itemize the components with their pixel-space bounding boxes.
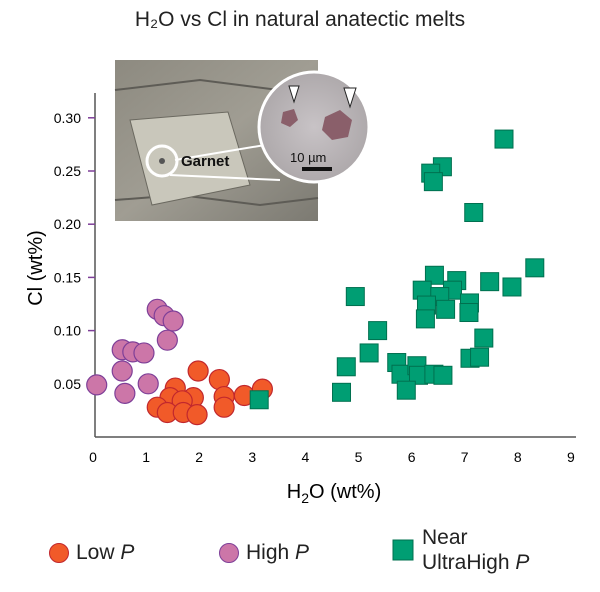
data-point	[137, 373, 159, 395]
scale-bar-label: 10 µm	[290, 150, 326, 165]
legend-label-italic: P	[295, 541, 310, 564]
data-point	[111, 360, 133, 382]
data-point	[336, 357, 356, 377]
data-point	[436, 299, 456, 319]
data-point	[391, 364, 411, 384]
y-tick-label: 0.05	[54, 376, 81, 392]
x-tick-label: 2	[195, 449, 203, 465]
data-point	[86, 374, 108, 396]
legend-label-italic: P	[120, 541, 135, 564]
data-point	[415, 309, 435, 329]
data-point	[480, 272, 500, 292]
y-tick-label: 0.15	[54, 269, 81, 285]
x-tick-label: 7	[461, 449, 469, 465]
y-axis-label: Cl (wt%)	[25, 230, 47, 306]
legend-label-italic: P	[515, 551, 530, 574]
data-point	[525, 258, 545, 278]
legend-label-line1: Near	[422, 526, 468, 549]
data-point	[423, 172, 443, 192]
x-tick-label: 3	[248, 449, 256, 465]
x-tick-label: 0	[89, 449, 97, 465]
x-tick-label: 6	[408, 449, 416, 465]
x-tick-label: 1	[142, 449, 150, 465]
data-point	[502, 277, 522, 297]
legend-low-p: Low P	[48, 541, 134, 565]
garnet-label: Garnet	[181, 153, 229, 170]
x-tick-label: 4	[302, 449, 310, 465]
data-point	[345, 287, 365, 307]
data-point	[424, 265, 444, 285]
data-point	[213, 396, 235, 418]
data-point	[494, 129, 514, 149]
chart-title: H₂O vs Cl in natural anatectic melts	[134, 8, 466, 31]
data-point	[396, 380, 416, 400]
garnet-micrograph-inset: Garnet 10 µm	[114, 60, 371, 221]
data-point	[186, 404, 208, 426]
legend-marker-circle-purple	[219, 543, 239, 563]
legend-label: Low	[76, 541, 121, 564]
data-point	[332, 382, 352, 402]
legend-label: High	[246, 541, 296, 564]
y-tick-label: 0.30	[54, 110, 81, 126]
legend-marker-circle-orange	[49, 543, 69, 563]
y-tick-label: 0.25	[54, 163, 81, 179]
data-point	[187, 360, 209, 382]
x-tick-label: 9	[567, 449, 575, 465]
data-point	[464, 202, 484, 222]
legend-near-uhp: Near UltraHigh P	[392, 525, 529, 575]
scale-bar	[302, 167, 332, 171]
data-point	[249, 390, 269, 410]
data-point	[433, 365, 453, 385]
data-point	[114, 382, 136, 404]
legend-marker-square-green	[392, 539, 414, 561]
y-tick-label: 0.10	[54, 323, 81, 339]
data-point	[156, 329, 178, 351]
y-tick-label: 0.20	[54, 216, 81, 232]
x-axis-label: H2O (wt%)	[287, 481, 381, 506]
legend-high-p: High P	[218, 541, 309, 565]
legend-label: UltraHigh	[422, 551, 516, 574]
data-point	[459, 303, 479, 323]
x-tick-label: 5	[355, 449, 363, 465]
data-point	[162, 310, 184, 332]
data-point	[474, 328, 494, 348]
data-point	[368, 321, 388, 341]
data-point	[133, 342, 155, 364]
x-tick-label: 8	[514, 449, 522, 465]
data-point	[470, 347, 490, 367]
data-point	[359, 343, 379, 363]
